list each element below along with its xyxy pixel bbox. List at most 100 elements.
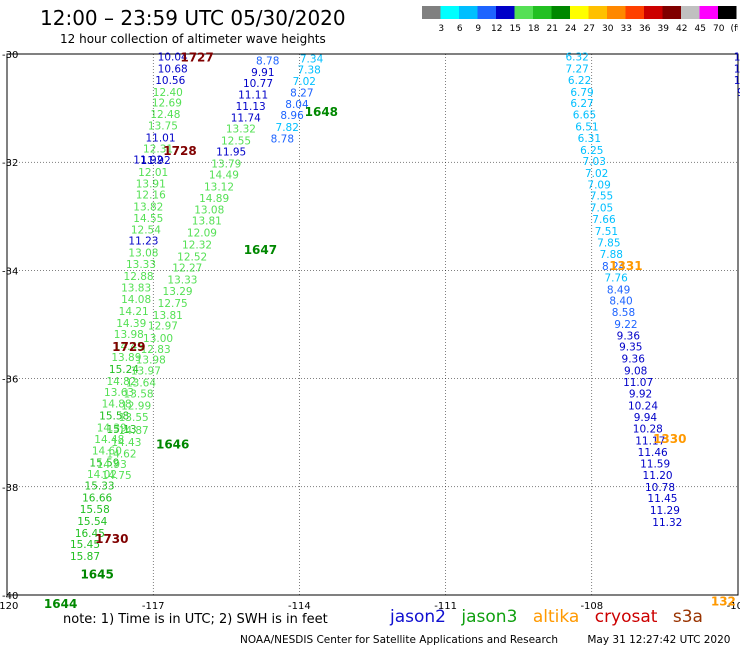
scale-label: 15 <box>510 24 521 34</box>
data-point-label: 14.45 <box>114 341 144 353</box>
scale-swatch <box>588 6 607 19</box>
x-tick-label: -117 <box>142 601 165 612</box>
scale-label: 70 <box>713 24 725 34</box>
data-point-label: 16.66 <box>82 493 112 505</box>
data-point-label: 12.27 <box>172 263 202 275</box>
data-point-label: 13.08 <box>128 248 158 260</box>
data-point-label: 11.20 <box>643 470 673 482</box>
data-point-label: 11.23 <box>128 236 158 248</box>
data-point-label: 7.66 <box>592 214 616 226</box>
data-point-label: 13.81 <box>192 216 222 228</box>
data-point-label: 13.83 <box>121 283 151 295</box>
x-tick-label: -114 <box>288 601 311 612</box>
data-point-label: 15.59 <box>89 457 119 469</box>
data-point-label: 14.89 <box>199 193 229 205</box>
data-point-label: 7.76 <box>604 272 628 284</box>
satellite-altika: altika <box>532 607 580 627</box>
pass-time-label: 1729 <box>112 340 145 354</box>
satellite-jason3: jason3 <box>461 607 518 627</box>
y-tick-label: -32 <box>2 158 18 169</box>
data-point-label: 12.01 <box>138 167 168 179</box>
satellite-legend: jason2 jason3 altika cryosat s3a <box>390 607 713 627</box>
data-point-label: 11.74 <box>231 112 261 124</box>
satellite-s3a: s3a <box>672 607 703 627</box>
data-point-label: 10.28 <box>633 423 663 435</box>
footer: NOAA/NESDIS Center for Satellite Applica… <box>240 634 740 646</box>
data-point-label: 8.49 <box>607 284 630 296</box>
data-point-label: 13.63 <box>104 387 134 399</box>
scale-label: 42 <box>676 24 687 34</box>
data-point-label: 7.85 <box>597 237 620 249</box>
data-point-label: 7.02 <box>293 76 316 88</box>
data-point-label: 12.40 <box>153 87 183 99</box>
data-point-label: 7.88 <box>600 249 623 261</box>
data-point-label: 13.98 <box>136 355 166 367</box>
data-point-label: 12.69 <box>152 98 182 110</box>
data-point-label: 13.00 <box>143 333 173 345</box>
data-point-label: 8.96 <box>280 110 304 122</box>
data-point-label: 13.64 <box>126 377 156 389</box>
data-point-label: 12.99 <box>121 401 151 413</box>
scale-label: 18 <box>528 24 540 34</box>
scale-swatch <box>477 6 496 19</box>
footer-source: NOAA/NESDIS Center for Satellite Applica… <box>240 634 558 646</box>
scale-swatch <box>681 6 700 19</box>
data-point-label: 16.45 <box>75 528 105 540</box>
pass-time-label: 132 <box>711 594 736 608</box>
data-point-label: 9.94 <box>634 412 658 424</box>
note-text: note: 1) Time is in UTC; 2) SWH is in fe… <box>63 612 328 627</box>
page-subtitle: 12 hour collection of altimeter wave hei… <box>60 32 326 46</box>
data-point-label: 10.68 <box>158 64 188 76</box>
data-point-label: 14.39 <box>116 318 146 330</box>
data-point-label: 9.22 <box>614 319 637 331</box>
data-point-label: 13.58 <box>124 389 154 401</box>
data-point-label: 8.27 <box>290 87 313 99</box>
data-point-label: 12.75 <box>158 298 188 310</box>
scale-label: 45 <box>695 24 706 34</box>
data-point-label: 14.08 <box>121 294 151 306</box>
scale-label: 33 <box>621 24 632 34</box>
scale-swatch <box>551 6 570 19</box>
scale-swatch <box>533 6 552 19</box>
data-point-label: 6.32 <box>565 52 588 64</box>
data-point-label: 14.02 <box>87 469 117 481</box>
scale-swatch <box>644 6 663 19</box>
data-point-label: 13.12 <box>204 182 234 194</box>
y-tick-label: -30 <box>2 50 18 61</box>
scale-swatch <box>422 6 441 19</box>
data-point-label: 13.98 <box>114 329 144 341</box>
scale-swatch <box>459 6 478 19</box>
data-point-label: 15.58 <box>99 410 129 422</box>
data-point-label: 13.91 <box>136 178 166 190</box>
x-tick-label: -120 <box>0 601 18 612</box>
data-point-label: 7.02 <box>585 168 608 180</box>
data-point-label: 15.87 <box>70 551 100 563</box>
footer-timestamp: May 31 12:27:42 UTC 2020 <box>587 634 731 646</box>
data-point-label: 9.92 <box>629 389 652 401</box>
data-point-label: 14.49 <box>209 170 239 182</box>
scale-swatch <box>607 6 626 19</box>
data-point-label: 9.35 <box>619 342 642 354</box>
pass-time-label: 1646 <box>156 438 189 452</box>
scale-swatch <box>496 6 515 19</box>
scale-swatch <box>662 6 681 19</box>
scale-label: 21 <box>547 24 558 34</box>
data-point-label: 12.83 <box>141 344 171 356</box>
scale-label: 9 <box>475 24 481 34</box>
data-point-label: 8.78 <box>256 55 279 67</box>
data-point-label: 13.81 <box>153 310 183 322</box>
data-point-label: 10.77 <box>243 78 273 90</box>
data-point-label: 9 <box>737 87 740 99</box>
data-point-label: 14.93 <box>97 459 127 471</box>
scale-swatch <box>625 6 644 19</box>
data-point-label: 10 <box>734 64 740 76</box>
data-point-label: 11.07 <box>623 377 653 389</box>
data-point-label: 8.78 <box>271 133 294 145</box>
data-point-label: 6.25 <box>580 145 603 157</box>
data-point-label: 8.40 <box>609 296 632 308</box>
data-point-label: 11.92 <box>141 155 171 167</box>
y-tick-label: -34 <box>2 266 18 277</box>
data-point-label: 14.82 <box>106 376 136 388</box>
